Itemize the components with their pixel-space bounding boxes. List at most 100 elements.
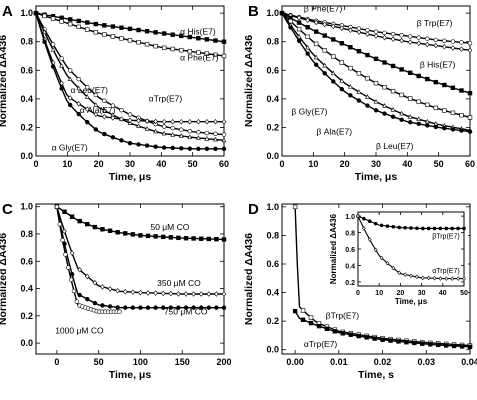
- series-trp-e7: αTrp(E7): [292, 308, 473, 350]
- data-point: [136, 117, 141, 124]
- data-point: [365, 103, 370, 108]
- data-point: [214, 305, 219, 310]
- data-point: [85, 85, 90, 90]
- data-point: [348, 45, 353, 50]
- data-point: [388, 338, 393, 343]
- data-point: [415, 226, 419, 231]
- data-point: [71, 288, 77, 294]
- data-point: [67, 95, 73, 101]
- data-point: [92, 300, 98, 306]
- data-point: [144, 29, 150, 34]
- data-point: [123, 231, 128, 236]
- y-tick-label: 1.0: [345, 214, 355, 221]
- data-point: [339, 41, 345, 46]
- series-label: α Phe(E7): [180, 52, 219, 62]
- data-point: [204, 51, 210, 56]
- x-tick-label: 40: [402, 159, 412, 169]
- data-point: [372, 336, 377, 341]
- data-point: [450, 39, 456, 44]
- data-point: [459, 344, 465, 349]
- data-point: [396, 339, 401, 344]
- data-point: [136, 142, 141, 147]
- data-point: [102, 114, 107, 120]
- data-point: [213, 146, 218, 152]
- data-point: [221, 237, 227, 242]
- data-point: [221, 39, 227, 44]
- series-gly-e7: β Gly(E7): [279, 10, 473, 120]
- data-point: [442, 108, 447, 113]
- data-point: [84, 273, 90, 280]
- data-point: [130, 289, 136, 295]
- series-label: αTrp(E7): [432, 268, 460, 275]
- data-point: [296, 38, 302, 44]
- data-point: [191, 305, 196, 310]
- data-point: [107, 286, 113, 292]
- data-point: [153, 30, 158, 35]
- data-point: [63, 252, 68, 257]
- data-point: [443, 343, 449, 348]
- data-point: [221, 118, 227, 125]
- series-label: α Leu(E7): [70, 85, 108, 95]
- data-point: [145, 233, 151, 239]
- plot-frame: [35, 203, 225, 355]
- series-label: βTrp(E7): [326, 310, 360, 320]
- y-tick-label: 1.0: [266, 8, 279, 18]
- data-point: [176, 235, 181, 241]
- data-point: [438, 226, 443, 231]
- data-point: [84, 106, 90, 112]
- series-label: β Ala(E7): [316, 127, 352, 137]
- data-point: [117, 309, 122, 314]
- data-point: [339, 77, 345, 83]
- data-point: [467, 115, 473, 120]
- y-axis-title: Normalized ΔA436: [329, 213, 338, 284]
- data-point: [50, 46, 56, 52]
- y-tick-label: 0.8: [20, 37, 33, 47]
- data-point: [467, 344, 473, 350]
- data-point: [332, 329, 338, 334]
- x-tick-label: 0: [356, 290, 360, 297]
- data-point: [54, 204, 60, 209]
- data-point: [426, 275, 431, 281]
- data-point: [136, 40, 141, 45]
- data-point: [110, 34, 116, 39]
- data-point: [93, 30, 99, 35]
- y-tick-label: 0.2: [266, 316, 279, 326]
- data-point: [379, 223, 384, 228]
- data-point: [412, 340, 417, 346]
- data-point: [407, 70, 413, 75]
- data-point: [382, 84, 387, 90]
- data-point: [206, 291, 212, 297]
- data-point: [59, 19, 64, 24]
- data-point: [67, 17, 73, 22]
- series-label: 750 μM CO: [164, 306, 208, 316]
- series-label: β Trp(E7): [417, 18, 453, 28]
- data-point: [170, 145, 175, 151]
- data-point: [420, 275, 425, 281]
- data-point: [144, 42, 150, 47]
- series-trp-e7: αTrp(E7): [356, 213, 466, 281]
- data-point: [69, 250, 75, 256]
- x-tick-label: 30: [371, 159, 381, 169]
- data-point: [130, 305, 136, 310]
- data-point: [50, 64, 56, 69]
- data-point: [92, 224, 98, 230]
- data-point: [85, 221, 90, 227]
- data-point: [467, 40, 473, 46]
- data-point: [367, 237, 372, 242]
- data-point: [107, 228, 113, 233]
- data-point: [450, 127, 456, 132]
- data-point: [187, 129, 193, 134]
- series-label: αTrp(E7): [149, 94, 183, 104]
- data-point: [433, 79, 439, 85]
- data-point: [67, 21, 73, 27]
- data-point: [407, 120, 413, 125]
- data-point: [213, 136, 218, 142]
- data-point: [214, 237, 219, 242]
- data-point: [305, 34, 310, 39]
- data-point: [420, 341, 425, 346]
- x-tick-label: 30: [125, 159, 135, 169]
- data-point: [138, 289, 143, 296]
- data-point: [119, 116, 124, 122]
- data-point: [93, 127, 99, 132]
- data-point: [382, 111, 387, 116]
